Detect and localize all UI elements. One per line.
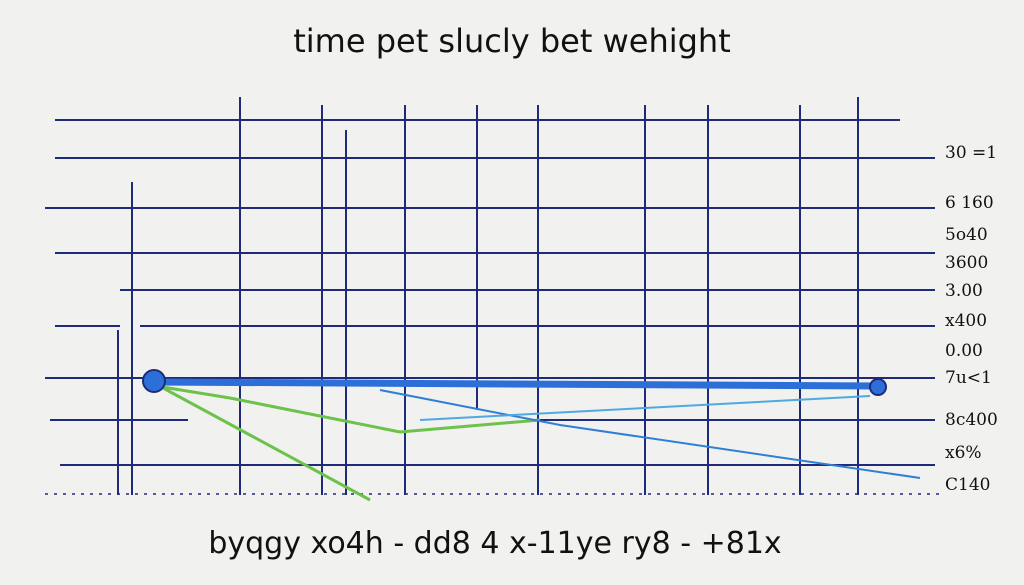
axis-label: x6% bbox=[945, 443, 982, 463]
caption: byqgy xo4h - dd8 4 x-11ye ry8 - +81x bbox=[208, 526, 781, 561]
axis-label: C140 bbox=[945, 475, 990, 495]
axis-label: 3.00 bbox=[945, 281, 983, 301]
axis-label: 30 =1 bbox=[945, 143, 997, 163]
green-line bbox=[151, 380, 371, 502]
axis-label: 5o40 bbox=[945, 225, 988, 245]
blue-line bbox=[419, 395, 871, 421]
axis-label: 3600 bbox=[945, 253, 988, 273]
main-line bbox=[151, 378, 881, 390]
axis-label: 0.00 bbox=[945, 341, 983, 361]
green-line bbox=[149, 383, 541, 434]
blue-line bbox=[379, 389, 921, 479]
axis-label: 7u<1 bbox=[945, 368, 992, 388]
title: time pet slucly bet wehight bbox=[293, 22, 731, 60]
end-marker bbox=[869, 378, 887, 396]
axis-label: 8c400 bbox=[945, 410, 998, 430]
right-labels: 30 =1 6 160 5o40 3600 3.00 x400 0.00 7u<1 8c400 x… bbox=[945, 143, 998, 495]
end-marker bbox=[142, 369, 166, 393]
axis-label: 6 160 bbox=[945, 193, 994, 213]
axis-label: x400 bbox=[945, 311, 987, 331]
